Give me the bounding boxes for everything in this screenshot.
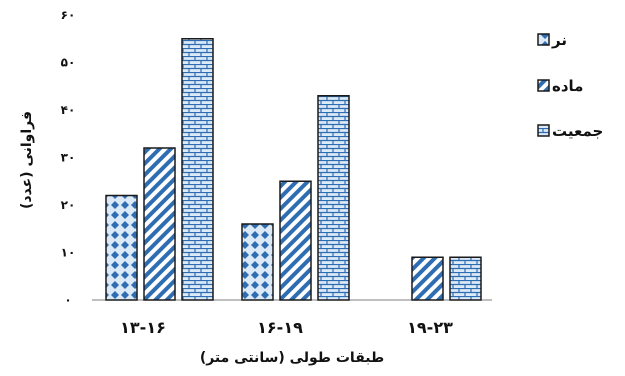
legend-label-2: ماده [552,77,583,95]
bars [105,38,482,301]
legend: نر ماده جمعیت [537,31,603,140]
y-tick-label: ۱۰ [61,246,76,260]
x-axis-title: طبقات طولی (سانتی متر) [200,350,384,366]
legend-label-1: نر [551,31,567,49]
y-tick-label: ۳۰ [61,151,76,165]
x-category-label: ۱۶-۱۹ [257,318,303,337]
legend-swatch-2 [537,79,550,92]
x-axis-categories: ۱۳-۱۶ ۱۶-۱۹ ۱۹-۲۳ [120,318,453,337]
y-tick-label: ۶۰ [61,8,76,22]
y-tick-label: ۵۰ [61,56,76,70]
legend-label-3: جمعیت [552,122,603,140]
bar-3-2 [317,95,350,301]
legend-swatch-3 [537,124,550,137]
bar-1-2 [241,223,274,301]
bar-2-3 [411,256,444,301]
y-tick-label: ۲۰ [61,198,76,212]
x-category-label: ۱۹-۲۳ [407,318,453,337]
y-tick-label: ۴۰ [61,103,76,117]
bar-3-3 [449,256,482,301]
x-category-label: ۱۳-۱۶ [120,318,166,337]
bar-3-1 [181,38,214,301]
y-axis-title: فراوانی (عدد) [19,111,35,209]
y-tick-label: ۰ [64,293,71,307]
y-axis-ticks: ۰ ۱۰ ۲۰ ۳۰ ۴۰ ۵۰ ۶۰ [61,8,76,307]
bar-2-2 [279,180,312,301]
bar-2-1 [143,147,176,301]
bar-1-1 [105,194,138,301]
legend-swatch-1 [537,33,550,46]
